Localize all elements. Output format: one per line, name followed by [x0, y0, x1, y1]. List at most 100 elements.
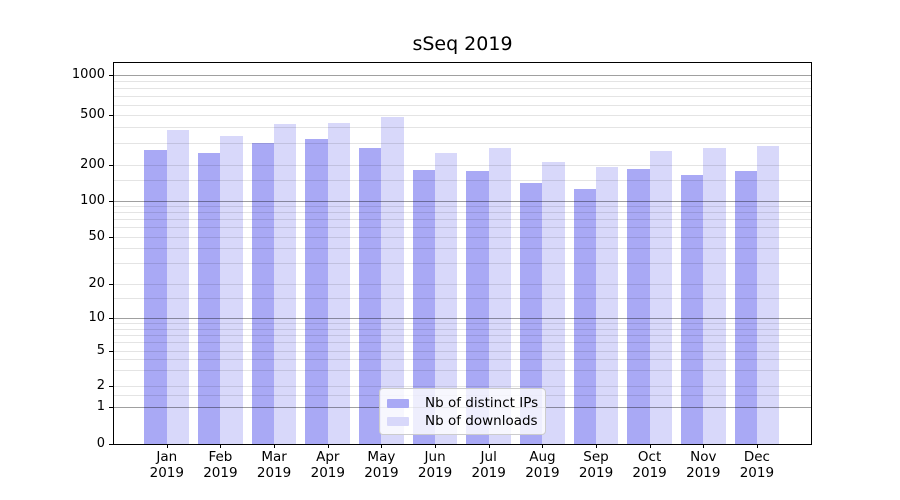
x-tick-mark	[435, 444, 437, 448]
gridline-major	[114, 318, 811, 320]
bar-distinct-ips-feb	[198, 152, 221, 445]
gridline-minor	[114, 236, 811, 238]
gridline-minor	[114, 328, 811, 330]
gridline-major	[114, 75, 811, 77]
y-tick-mark	[109, 236, 113, 238]
gridline-minor	[114, 248, 811, 250]
gridline-minor	[114, 164, 811, 166]
gridline-minor	[114, 298, 811, 300]
legend-swatch-distinct-ips	[387, 398, 409, 408]
gridline-minor	[114, 95, 811, 97]
x-tick-mark	[596, 444, 597, 448]
x-tick-label: Jan 2019	[149, 449, 184, 481]
bar-distinct-ips-aug	[520, 182, 543, 445]
x-tick-mark	[488, 444, 490, 448]
gridline-minor	[114, 370, 811, 372]
x-tick-mark	[703, 444, 705, 448]
y-tick-label: 100	[80, 192, 105, 208]
x-tick-label: Apr 2019	[310, 449, 345, 481]
gridline-minor	[114, 206, 811, 208]
bar-downloads-dec	[756, 146, 780, 445]
gridline-minor	[114, 263, 811, 265]
bar-distinct-ips-nov	[680, 174, 704, 445]
x-tick-label: Jun 2019	[417, 449, 453, 481]
y-tick-mark	[109, 164, 113, 166]
plot-area	[113, 62, 812, 445]
bar-distinct-ips-oct	[627, 169, 650, 445]
y-tick-mark	[109, 75, 113, 77]
gridline-minor	[114, 179, 811, 181]
gridline-minor	[114, 212, 811, 214]
y-tick-label: 1000	[71, 67, 105, 83]
y-tick-mark	[109, 284, 113, 286]
bar-downloads-nov	[703, 147, 726, 445]
gridline-minor	[114, 142, 811, 144]
x-tick-mark	[274, 444, 276, 448]
bar-downloads-aug	[542, 161, 565, 445]
y-tick-mark	[109, 444, 113, 446]
gridline-minor	[114, 342, 811, 344]
y-tick-mark	[109, 200, 113, 202]
y-tick-label: 5	[96, 342, 105, 358]
gridline-minor	[114, 284, 811, 286]
x-tick-mark	[166, 444, 168, 448]
y-tick-label: 50	[88, 228, 105, 244]
bar-distinct-ips-mar	[251, 142, 275, 445]
y-tick-label: 10	[88, 310, 105, 326]
y-tick-label: 1	[96, 399, 105, 415]
x-tick-label: Mar 2019	[256, 449, 292, 481]
legend-label-downloads: Nb of downloads	[425, 412, 538, 429]
gridline-minor	[114, 104, 811, 106]
bar-distinct-ips-apr	[305, 139, 328, 445]
bar-downloads-mar	[274, 124, 297, 445]
x-tick-label: May 2019	[364, 449, 399, 481]
gridline-minor	[114, 127, 811, 129]
gridline-minor	[114, 359, 811, 361]
x-tick-mark	[381, 444, 383, 448]
x-tick-label: Oct 2019	[632, 449, 667, 481]
x-tick-mark	[542, 444, 544, 448]
bar-downloads-sep	[596, 166, 619, 445]
gridline-minor	[114, 386, 811, 387]
bar-distinct-ips-dec	[734, 171, 757, 445]
y-tick-mark	[109, 350, 113, 352]
legend-item-distinct-ips: Nb of distinct IPs	[387, 394, 539, 412]
bar-distinct-ips-may	[359, 147, 382, 445]
x-tick-label: Dec 2019	[739, 449, 775, 481]
legend-item-downloads: Nb of downloads	[387, 412, 538, 430]
y-tick-label: 2	[96, 378, 105, 393]
bar-downloads-apr	[327, 123, 351, 445]
y-tick-label: 0	[96, 436, 105, 452]
y-tick-mark	[109, 318, 113, 320]
legend-label-distinct-ips: Nb of distinct IPs	[425, 394, 539, 411]
bar-downloads-jul	[488, 148, 512, 445]
legend-swatch-downloads	[387, 416, 409, 426]
bar-downloads-jun	[435, 152, 458, 445]
gridline-major	[114, 200, 811, 202]
y-tick-label: 200	[80, 156, 105, 172]
y-tick-label: 500	[80, 107, 105, 123]
gridline-minor	[114, 227, 811, 229]
gridline-minor	[114, 115, 811, 117]
x-tick-label: Sep 2019	[578, 449, 614, 481]
chart-title: sSeq 2019	[412, 33, 513, 55]
bar-distinct-ips-jun	[412, 170, 436, 445]
bar-downloads-feb	[220, 136, 243, 445]
x-tick-mark	[327, 444, 329, 448]
bar-distinct-ips-jan	[144, 149, 167, 445]
gridline-minor	[114, 81, 811, 83]
bar-distinct-ips-sep	[573, 188, 596, 445]
x-tick-mark	[756, 444, 758, 448]
gridline-minor	[114, 219, 811, 221]
y-tick-mark	[109, 407, 113, 409]
x-tick-label: Nov 2019	[686, 449, 721, 481]
gridline-minor	[114, 88, 811, 90]
gridline-minor	[114, 335, 811, 336]
gridline-minor	[114, 323, 811, 325]
x-tick-label: Aug 2019	[525, 449, 560, 481]
y-tick-mark	[109, 386, 113, 387]
bar-downloads-oct	[649, 151, 672, 445]
bar-downloads-may	[381, 116, 404, 445]
x-tick-mark	[649, 444, 651, 448]
